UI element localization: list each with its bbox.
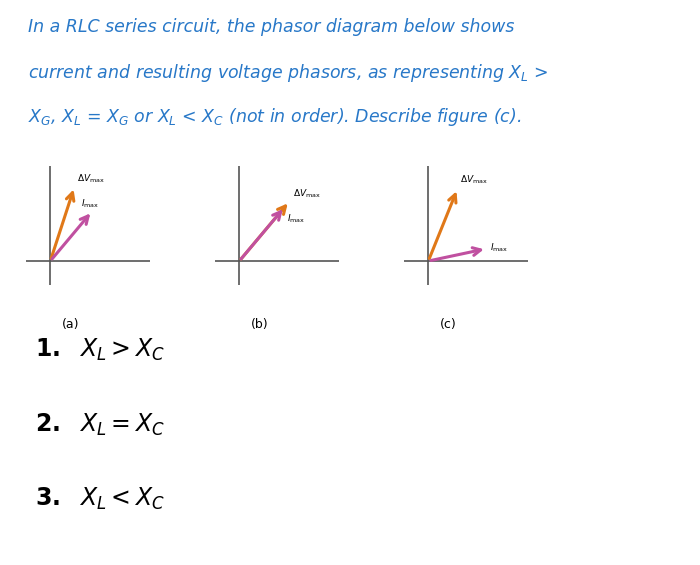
Text: current and resulting voltage phasors, as representing $\mathit{X_L}$ >: current and resulting voltage phasors, a… <box>28 62 548 84</box>
Text: $\Delta V_\mathrm{max}$: $\Delta V_\mathrm{max}$ <box>293 188 321 200</box>
Text: $I_\mathrm{max}$: $I_\mathrm{max}$ <box>287 212 305 225</box>
Text: (b): (b) <box>251 318 269 331</box>
Text: $I_\mathrm{max}$: $I_\mathrm{max}$ <box>490 241 508 254</box>
Text: $\mathbf{1.}$  $X_L > X_C$: $\mathbf{1.}$ $X_L > X_C$ <box>35 337 165 363</box>
Text: $\mathbf{3.}$  $X_L < X_C$: $\mathbf{3.}$ $X_L < X_C$ <box>35 486 165 512</box>
Text: $\mathbf{2.}$  $X_L = X_C$: $\mathbf{2.}$ $X_L = X_C$ <box>35 411 165 437</box>
Text: $\mathit{X_G}$, $\mathit{X_L}$ = $\mathit{X_G}$ or $\mathit{X_L}$ < $\mathit{X_C: $\mathit{X_G}$, $\mathit{X_L}$ = $\mathi… <box>28 106 522 128</box>
Text: (c): (c) <box>440 318 457 331</box>
Text: In a RLC series circuit, the phasor diagram below shows: In a RLC series circuit, the phasor diag… <box>28 18 514 36</box>
Text: $I_\mathrm{max}$: $I_\mathrm{max}$ <box>81 198 99 210</box>
Text: $\Delta V_\mathrm{max}$: $\Delta V_\mathrm{max}$ <box>460 174 488 186</box>
Text: $\Delta V_\mathrm{max}$: $\Delta V_\mathrm{max}$ <box>76 172 104 185</box>
Text: (a): (a) <box>62 318 79 331</box>
